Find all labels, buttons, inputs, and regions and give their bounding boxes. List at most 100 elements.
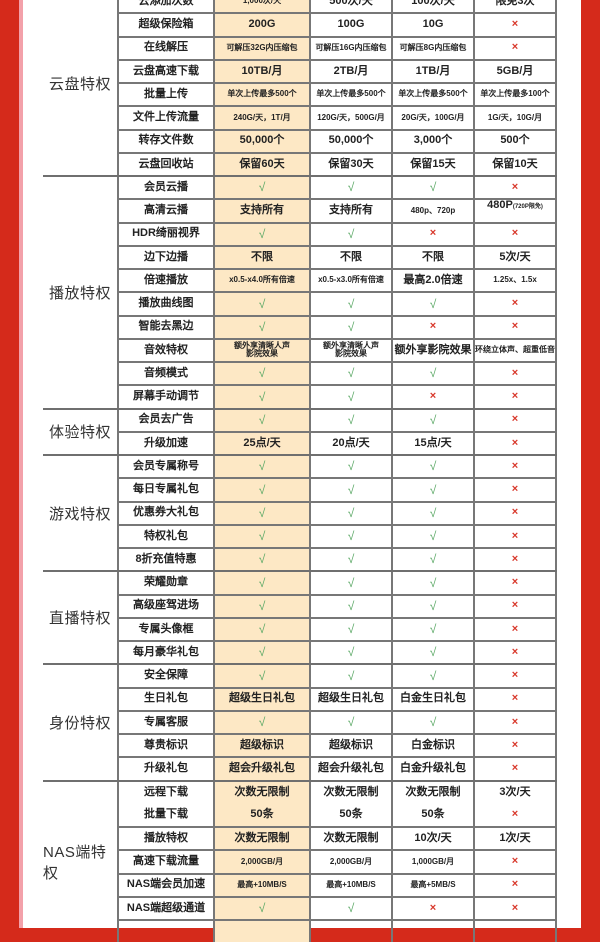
feature-name: 播放曲线图: [117, 293, 213, 314]
cross-icon: ×: [430, 228, 436, 240]
tier-1-value: [213, 921, 309, 942]
tier-3-value: 白金标识: [391, 735, 473, 756]
check-icon: √: [348, 716, 355, 729]
tier-3-value: 保留15天: [391, 154, 473, 175]
check-icon: √: [348, 321, 355, 334]
check-icon: √: [259, 181, 266, 194]
table-row: 尊贵标识超级标识超级标识白金标识×: [117, 735, 557, 758]
cross-icon: ×: [512, 19, 518, 31]
tier-2-value: 120G/天，500G/月: [309, 107, 391, 128]
feature-name: HDR绮丽视界: [117, 224, 213, 245]
check-icon: √: [259, 577, 266, 590]
feature-name: 音效特权: [117, 340, 213, 361]
cell-text: 480p、720p: [411, 207, 455, 215]
tier-2-value: 2,000GB/月: [309, 851, 391, 872]
tier-2-value: 支持所有: [309, 200, 391, 221]
feature-name-text: 在线解压: [144, 42, 188, 54]
cross-icon: ×: [512, 647, 518, 659]
feature-name: 8折充值特惠: [117, 549, 213, 570]
tier-3-value: √: [391, 456, 473, 477]
tier-1-value: √: [213, 642, 309, 663]
tier-4-value: ×: [473, 898, 557, 919]
feature-name: 屏幕手动调节: [117, 386, 213, 407]
feature-name-text: 特权礼包: [144, 531, 188, 543]
tier-4-value: ×: [473, 456, 557, 477]
cell-text: 不限: [422, 252, 444, 264]
check-icon: √: [430, 716, 437, 729]
cell-text: 50,000个: [240, 135, 285, 147]
tier-2-value: √: [309, 596, 391, 617]
tier-3-value: 不限: [391, 247, 473, 268]
cell-text: 超会升级礼包: [318, 763, 384, 775]
cell-text: 20点/天: [332, 438, 369, 450]
tier-4-value: ×: [473, 14, 557, 35]
tier-4-value: 1次/天: [473, 828, 557, 849]
cell-text: 超级生日礼包: [229, 693, 295, 705]
tier-4-value: ×: [473, 665, 557, 686]
tier-4-value: 限免3次: [473, 0, 557, 12]
table-row: HDR绮丽视界√√××: [117, 224, 557, 247]
cell-text: 超级标识: [329, 740, 373, 752]
cross-icon: ×: [512, 298, 518, 310]
tier-3-value: √: [391, 642, 473, 663]
tier-2-value: 超级标识: [309, 735, 391, 756]
feature-name: 生日礼包: [117, 689, 213, 710]
feature-name: 超级保险箱: [117, 14, 213, 35]
tier-3-value: 10次/天: [391, 828, 473, 849]
check-icon: √: [259, 298, 266, 311]
feature-name: 倍速播放: [117, 270, 213, 291]
feature-name-text: 智能去黑边: [139, 321, 194, 333]
tier-2-value: 额外享清晰人声影院效果: [309, 340, 391, 361]
cell-text: 2TB/月: [334, 66, 369, 78]
cell-text: 最高+5MB/S: [410, 881, 455, 889]
feature-name-text: 升级礼包: [144, 763, 188, 775]
feature-name-text: 音效特权: [144, 345, 188, 357]
cell-text: 1TB/月: [416, 66, 451, 78]
tier-4-value: 1G/天，10G/月: [473, 107, 557, 128]
feature-name-text: NAS端超级通道: [127, 903, 205, 915]
tier-2-value: √: [309, 503, 391, 524]
tier-1-value: √: [213, 665, 309, 686]
check-icon: √: [348, 600, 355, 613]
tier-3-value: √: [391, 596, 473, 617]
cross-icon: ×: [512, 461, 518, 473]
tier-3-value: 3,000个: [391, 131, 473, 152]
feature-name: 音频模式: [117, 363, 213, 384]
tier-4-value: 500个: [473, 131, 557, 152]
tier-1-value: √: [213, 456, 309, 477]
tier-2-value: 保留30天: [309, 154, 391, 175]
category-label: 身份特权: [43, 665, 117, 779]
cross-icon: ×: [512, 414, 518, 426]
tier-4-value: ×: [473, 572, 557, 593]
value-note: (720P限免): [513, 204, 543, 210]
feature-name: NAS端超级通道: [117, 898, 213, 919]
cross-icon: ×: [512, 717, 518, 729]
cell-text: 1,000次/天: [243, 0, 281, 6]
cell-text: x0.5-x3.0所有倍速: [318, 276, 384, 284]
tier-2-value: 次数无限制: [309, 828, 391, 849]
tier-1-value: 1,000次/天: [213, 0, 309, 12]
tier-2-value: 超级生日礼包: [309, 689, 391, 710]
cross-icon: ×: [512, 693, 518, 705]
table-row: 专属头像框√√√×: [117, 619, 557, 642]
tier-1-value: √: [213, 479, 309, 500]
feature-name-text: 会员去广告: [139, 414, 194, 426]
check-icon: √: [430, 623, 437, 636]
check-icon: √: [348, 181, 355, 194]
check-icon: √: [430, 507, 437, 520]
feature-name: 会员专属称号: [117, 456, 213, 477]
cell-text: 3,000个: [414, 135, 453, 147]
tier-3-value: ×: [391, 898, 473, 919]
tier-1-value: 保留60天: [213, 154, 309, 175]
check-icon: √: [259, 321, 266, 334]
cross-icon: ×: [512, 438, 518, 450]
tier-1-value: 240G/天，1T/月: [213, 107, 309, 128]
tier-4-value: ×: [473, 224, 557, 245]
feature-name-text: 倍速播放: [144, 275, 188, 287]
cross-icon: ×: [512, 624, 518, 636]
tier-3-value: √: [391, 549, 473, 570]
